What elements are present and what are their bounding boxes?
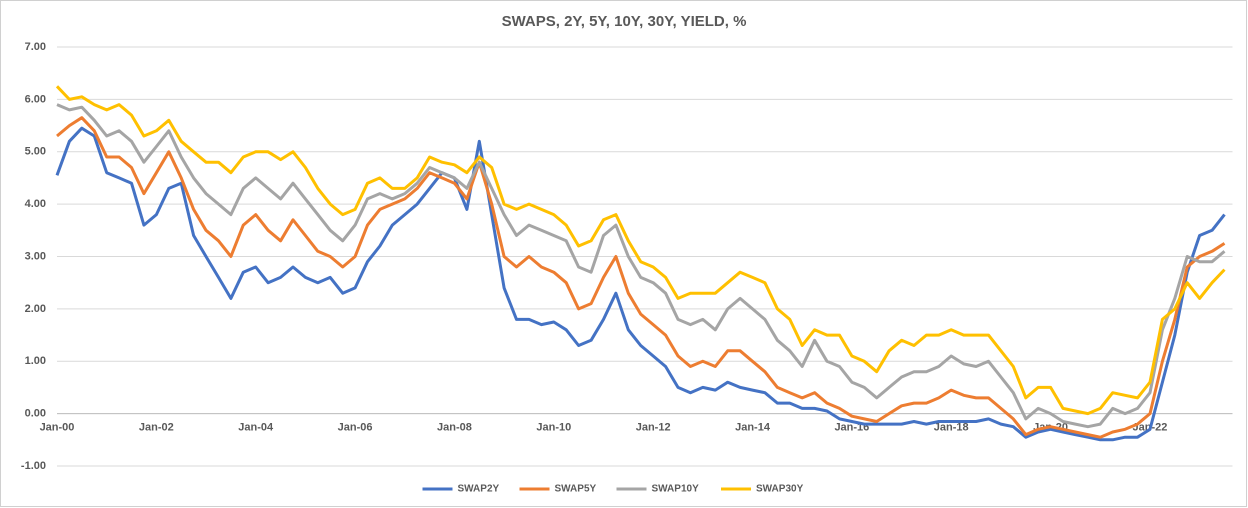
series-line bbox=[56, 103, 1226, 429]
y-tick-label: 3.00 bbox=[25, 250, 46, 262]
x-tick-label: Jan-18 bbox=[934, 422, 969, 434]
x-tick-label: Jan-00 bbox=[40, 422, 75, 434]
x-tick-label: Jan-14 bbox=[735, 422, 771, 434]
x-tick-label: Jan-02 bbox=[139, 422, 174, 434]
legend-label: SWAP30Y bbox=[756, 484, 804, 495]
x-tick-label: Jan-06 bbox=[338, 422, 373, 434]
series-line bbox=[55, 85, 1226, 416]
legend-label: SWAP5Y bbox=[555, 484, 597, 495]
y-tick-label: 7.00 bbox=[25, 41, 46, 53]
legend-label: SWAP2Y bbox=[458, 484, 500, 495]
chart-title: SWAPS, 2Y, 5Y, 10Y, 30Y, YIELD, % bbox=[502, 13, 747, 30]
y-tick-label: 6.00 bbox=[25, 93, 46, 105]
x-tick-label: Jan-10 bbox=[536, 422, 571, 434]
y-tick-label: 5.00 bbox=[25, 146, 46, 158]
y-tick-label: 2.00 bbox=[25, 303, 46, 315]
y-tick-label: -1.00 bbox=[21, 460, 46, 472]
legend-label: SWAP10Y bbox=[652, 484, 700, 495]
x-tick-label: Jan-08 bbox=[437, 422, 472, 434]
y-tick-label: 0.00 bbox=[25, 408, 46, 420]
x-tick-label: Jan-04 bbox=[238, 422, 274, 434]
series-line bbox=[55, 126, 1226, 442]
y-tick-label: 1.00 bbox=[25, 355, 46, 367]
y-tick-label: 4.00 bbox=[25, 198, 46, 210]
series-line bbox=[56, 116, 1226, 439]
x-tick-label: Jan-12 bbox=[636, 422, 671, 434]
